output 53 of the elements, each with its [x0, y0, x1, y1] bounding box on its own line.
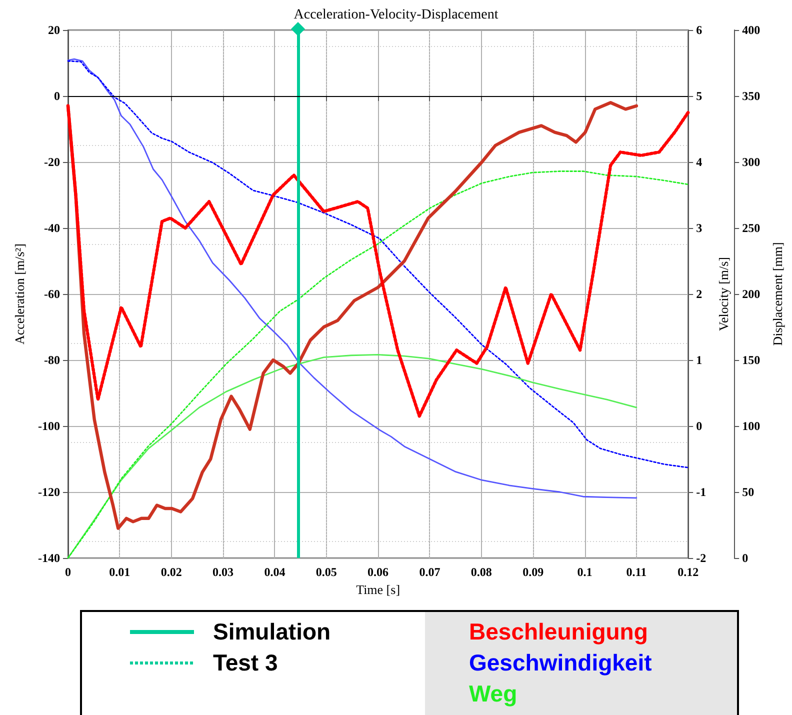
y2-tick-label: 5 [696, 89, 702, 103]
y3-tick-label: 50 [742, 485, 754, 499]
x-tick-label: 0.08 [470, 565, 492, 579]
chart-title: Acceleration-Velocity-Displacement [294, 8, 498, 22]
y3-tick-label: 100 [742, 419, 760, 433]
line-series [67, 354, 638, 559]
y-tick-label: -100 [38, 419, 60, 433]
x-tick-label: 0.07 [419, 565, 440, 579]
y2-tick-label: -1 [696, 485, 706, 499]
y-tick-label: -80 [44, 353, 60, 367]
y-tick-label: -120 [38, 485, 60, 499]
y-tick-label: 20 [48, 23, 60, 37]
y-axis-title: Acceleration [m/s²] [12, 244, 27, 344]
text: Beschleunigung [469, 618, 648, 644]
text: Test 3 [213, 650, 278, 676]
y-tick-label: -140 [38, 551, 60, 565]
x-tick-label: 0.11 [626, 565, 647, 579]
y-tick-label: 0 [54, 89, 60, 103]
y2-tick-label: 4 [696, 155, 702, 169]
y2-tick-label: 2 [696, 287, 702, 301]
y-tick-label: -40 [44, 221, 60, 235]
x-tick-label: 0.03 [212, 565, 234, 579]
text: Geschwindigkeit [469, 650, 652, 676]
text: Simulation [213, 618, 331, 644]
text: Weg [469, 680, 518, 706]
y2-axis-title: Velocity [m/s] [716, 256, 731, 332]
x-tick-label: 0.05 [316, 565, 337, 579]
y-tick-label: -20 [44, 155, 60, 169]
y-tick-label: -60 [44, 287, 60, 301]
y3-tick-label: 150 [742, 353, 760, 367]
y2-tick-label: 1 [696, 353, 702, 367]
y3-tick-label: 400 [742, 23, 760, 37]
y3-tick-label: 300 [742, 155, 760, 169]
y3-tick-label: 250 [742, 221, 760, 235]
y2-tick-label: 0 [696, 419, 702, 433]
y3-tick-label: 350 [742, 89, 760, 103]
y2-tick-label: 3 [696, 221, 702, 235]
x-tick-label: 0.12 [678, 565, 699, 579]
x-tick-label: 0 [65, 565, 71, 579]
y3-axis-title: Displacement [mm] [770, 242, 785, 346]
x-tick-label: 0.09 [522, 565, 544, 579]
y2-tick-label: 6 [696, 23, 702, 37]
line-series [66, 104, 690, 418]
y3-tick-label: 200 [742, 287, 760, 301]
x-tick-label: 0.1 [577, 565, 592, 579]
line-series [67, 170, 689, 559]
x-axis-title: Time [s] [356, 582, 400, 597]
x-tick-label: 0.01 [109, 565, 130, 579]
y2-tick-label: -2 [696, 551, 706, 565]
y3-tick-label: 0 [742, 551, 748, 565]
x-tick-label: 0.06 [368, 565, 389, 579]
x-tick-label: 0.04 [264, 565, 286, 579]
x-tick-label: 0.02 [160, 565, 182, 579]
